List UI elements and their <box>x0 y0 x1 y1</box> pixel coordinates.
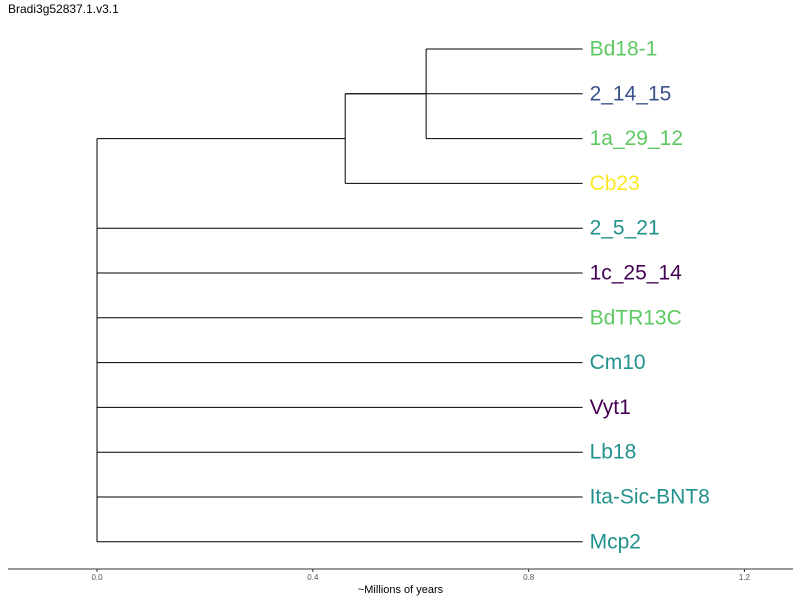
tree-branches <box>96 48 583 543</box>
tip-label: 2_14_15 <box>590 82 672 105</box>
tip-label: 1c_25_14 <box>590 262 683 285</box>
tip-label: BdTR13C <box>590 306 682 329</box>
tip-label: Mcp2 <box>590 530 641 553</box>
chart-title: Bradi3g52837.1.v3.1 <box>8 2 119 16</box>
x-axis: 0.0 0.4 0.8 1.2 ~Millions of years <box>8 568 793 596</box>
x-axis-ticks: 0.0 0.4 0.8 1.2 <box>91 569 751 582</box>
tip-label: Bd18-1 <box>590 38 658 61</box>
x-tick-label: 1.2 <box>739 573 751 582</box>
tip-labels: Bd18-1 2_14_15 1a_29_12 Cb23 2_5_21 1c_25_14 B… <box>590 38 710 554</box>
x-tick-label: 0.4 <box>307 573 319 582</box>
tip-label: Lb18 <box>590 441 637 464</box>
tip-label: Cb23 <box>590 172 640 195</box>
tip-label: 2_5_21 <box>590 217 660 240</box>
x-tick-label: 0.8 <box>523 573 535 582</box>
tip-label: Ita-Sic-BNT8 <box>590 486 710 509</box>
x-axis-label: ~Millions of years <box>358 584 444 596</box>
x-tick-label: 0.0 <box>91 573 103 582</box>
tip-label: Cm10 <box>590 351 646 374</box>
tip-label: Vyt1 <box>590 396 631 419</box>
tip-label: 1a_29_12 <box>590 127 683 150</box>
